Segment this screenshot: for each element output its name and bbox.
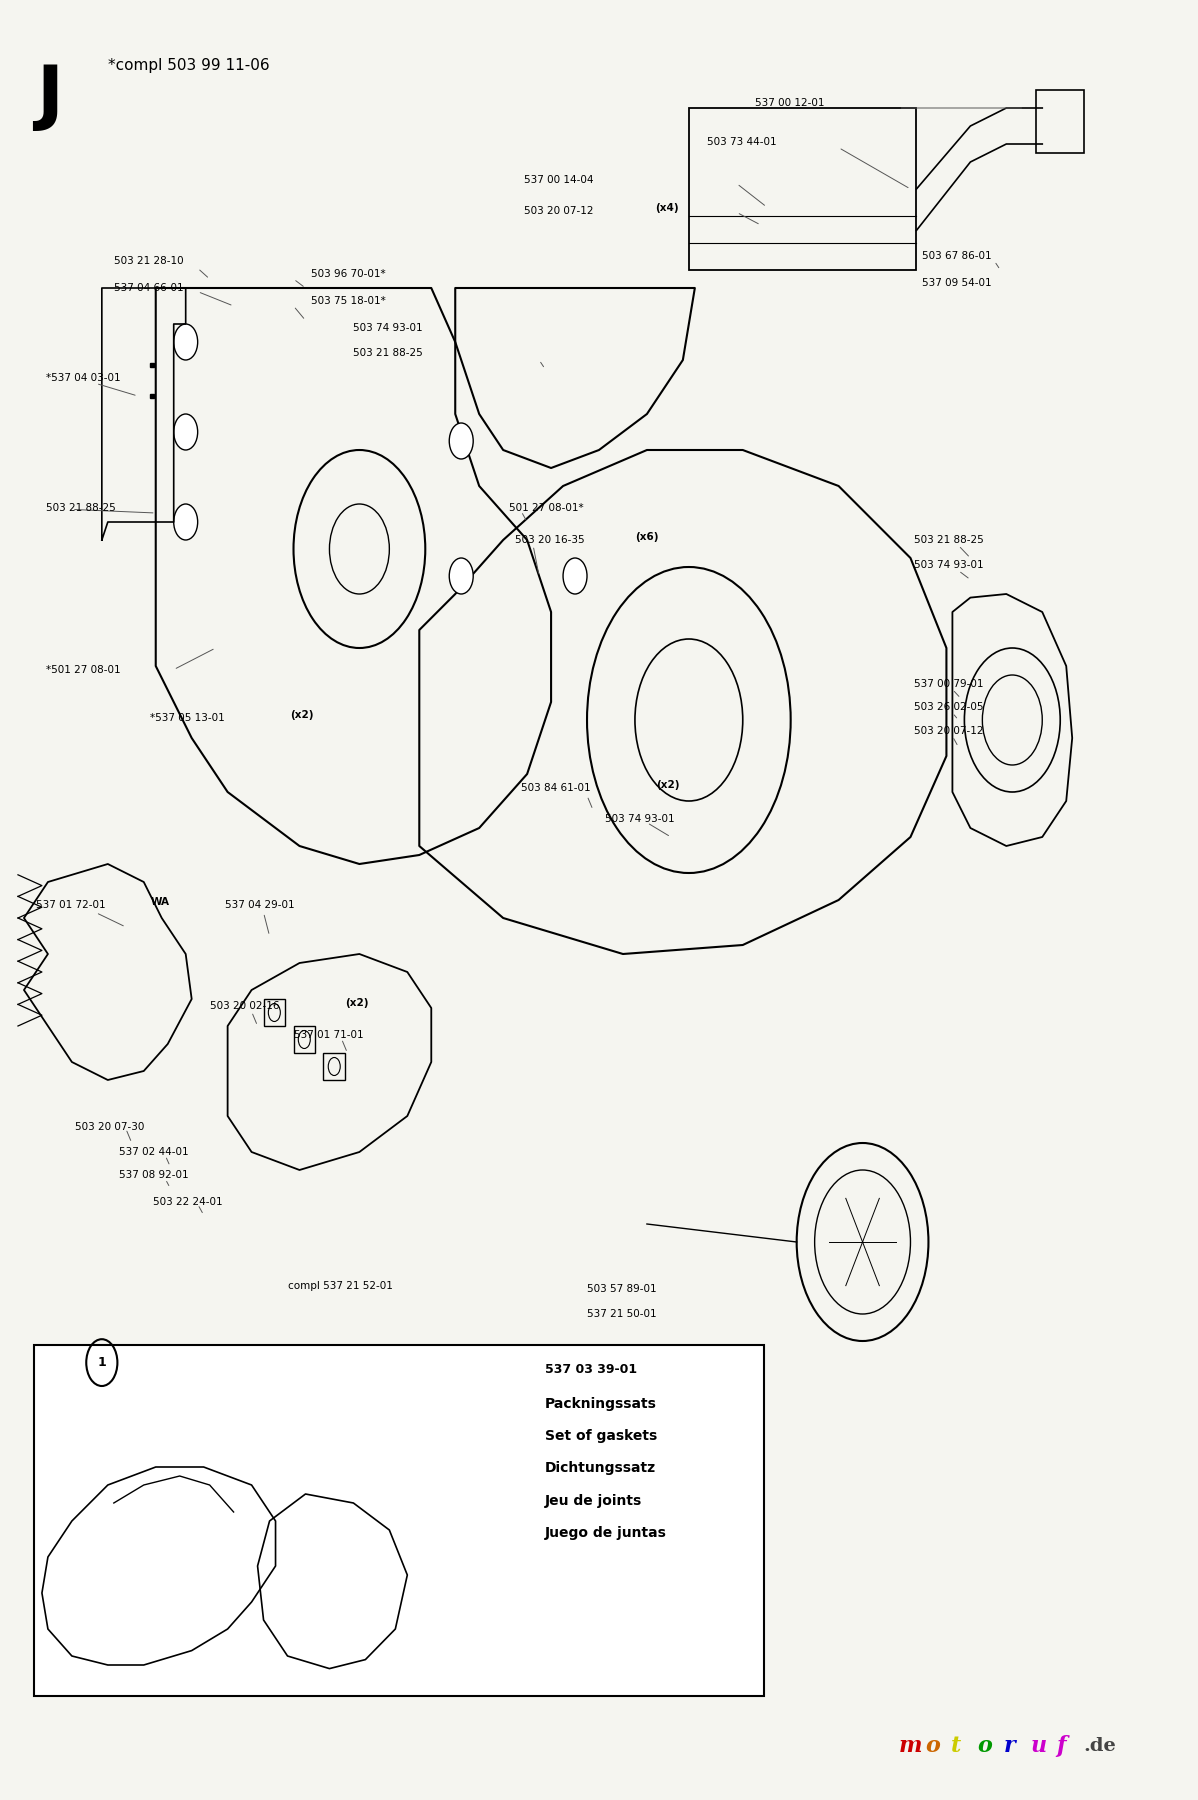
Text: *501 27 08-01: *501 27 08-01 [46, 664, 120, 675]
Text: 503 74 93-01: 503 74 93-01 [353, 322, 423, 333]
Text: Dichtungssatz: Dichtungssatz [545, 1462, 657, 1476]
Text: 1: 1 [97, 1355, 107, 1370]
Text: 503 96 70-01*: 503 96 70-01* [311, 268, 386, 279]
Text: 503 73 44-01: 503 73 44-01 [707, 137, 776, 148]
Text: 537 21 50-01: 537 21 50-01 [587, 1309, 657, 1319]
Text: f: f [1057, 1735, 1066, 1757]
Text: 503 20 02-16: 503 20 02-16 [210, 1001, 283, 1012]
Text: 503 84 61-01: 503 84 61-01 [521, 783, 594, 794]
Text: 537 00 14-04: 537 00 14-04 [524, 175, 593, 185]
Text: 537 03 39-01: 537 03 39-01 [545, 1363, 637, 1377]
Text: u: u [1030, 1735, 1046, 1757]
Circle shape [174, 414, 198, 450]
Text: J: J [36, 63, 62, 131]
Text: 503 21 88-25: 503 21 88-25 [914, 535, 984, 545]
Text: .de: .de [1083, 1737, 1115, 1755]
Text: (x4): (x4) [655, 203, 679, 212]
Text: 537 02 44-01: 537 02 44-01 [119, 1147, 188, 1157]
Text: Packningssats: Packningssats [545, 1397, 657, 1411]
Text: WA: WA [151, 898, 170, 907]
Text: 503 74 93-01: 503 74 93-01 [605, 814, 674, 824]
Text: Jeu de joints: Jeu de joints [545, 1494, 642, 1508]
Text: 503 75 18-01*: 503 75 18-01* [311, 295, 386, 306]
Text: 537 00 79-01: 537 00 79-01 [914, 679, 984, 689]
Text: 537 00 12-01: 537 00 12-01 [755, 97, 824, 108]
Text: 537 08 92-01: 537 08 92-01 [119, 1170, 188, 1181]
Text: r: r [1004, 1735, 1016, 1757]
Text: (x6): (x6) [635, 533, 659, 542]
Text: t: t [951, 1735, 962, 1757]
Text: Set of gaskets: Set of gaskets [545, 1429, 658, 1444]
Text: 537 01 72-01: 537 01 72-01 [36, 900, 109, 911]
Text: (x2): (x2) [345, 999, 369, 1008]
Text: 503 20 07-12: 503 20 07-12 [524, 205, 597, 216]
Text: (x2): (x2) [290, 711, 314, 720]
Text: 503 26 02-05: 503 26 02-05 [914, 702, 984, 713]
Text: *compl 503 99 11-06: *compl 503 99 11-06 [108, 58, 270, 72]
Circle shape [449, 558, 473, 594]
Text: *537 04 03-01: *537 04 03-01 [46, 373, 120, 383]
Bar [689, 108, 916, 270]
Text: 503 74 93-01: 503 74 93-01 [914, 560, 984, 571]
Text: 503 20 07-12: 503 20 07-12 [914, 725, 984, 736]
Text: m: m [898, 1735, 922, 1757]
Text: 503 21 28-10: 503 21 28-10 [114, 256, 183, 266]
Text: 503 22 24-01: 503 22 24-01 [153, 1197, 223, 1208]
Text: o: o [978, 1735, 992, 1757]
Text: 537 04 29-01: 537 04 29-01 [225, 900, 295, 911]
Text: 503 20 16-35: 503 20 16-35 [515, 535, 588, 545]
Text: 537 09 54-01: 537 09 54-01 [922, 277, 992, 288]
Circle shape [563, 558, 587, 594]
Text: 537 01 71-01: 537 01 71-01 [294, 1030, 363, 1040]
Text: 503 67 86-01: 503 67 86-01 [922, 250, 992, 261]
Text: 503 20 07-30: 503 20 07-30 [75, 1121, 145, 1132]
Circle shape [174, 324, 198, 360]
Circle shape [449, 423, 473, 459]
Text: o: o [925, 1735, 939, 1757]
Text: 503 57 89-01: 503 57 89-01 [587, 1283, 657, 1294]
Text: (x2): (x2) [657, 781, 680, 790]
Text: *537 05 13-01: *537 05 13-01 [150, 713, 228, 724]
Text: 537 04 66-01: 537 04 66-01 [114, 283, 183, 293]
Text: 503 21 88-25: 503 21 88-25 [353, 347, 423, 358]
Bar [1036, 90, 1084, 153]
Circle shape [174, 504, 198, 540]
Text: 501 27 08-01*: 501 27 08-01* [509, 502, 583, 513]
Text: Juego de juntas: Juego de juntas [545, 1526, 667, 1541]
Text: 503 21 88-25: 503 21 88-25 [46, 502, 115, 513]
Bar [34, 1345, 764, 1696]
Text: compl 537 21 52-01: compl 537 21 52-01 [288, 1282, 393, 1291]
